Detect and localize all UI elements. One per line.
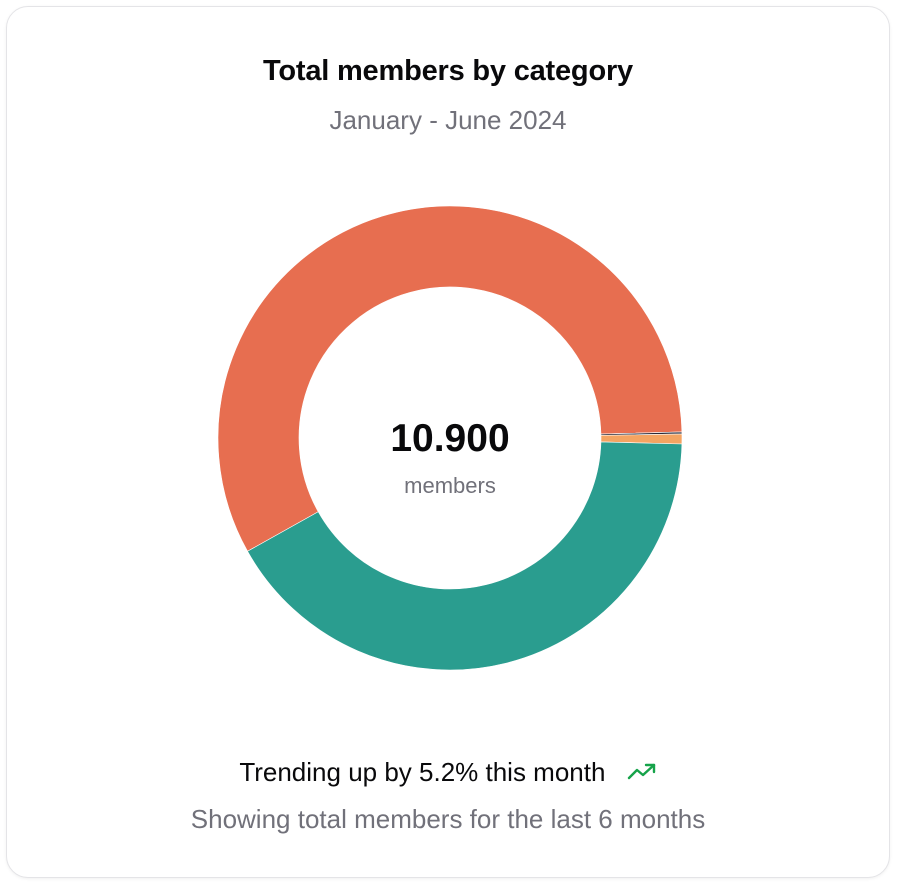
center-total-value: 10.900 (390, 417, 509, 460)
donut-slice-4[interactable] (247, 441, 683, 671)
donut-slice-1[interactable] (217, 205, 683, 552)
donut-slices (217, 205, 683, 671)
donut-chart: 10.900 members (217, 205, 683, 671)
center-total-label: members (404, 473, 496, 498)
chart-subtitle: January - June 2024 (329, 105, 567, 135)
trend-text: Trending up by 5.2% this month (239, 757, 606, 787)
chart-title: Total members by category (263, 55, 633, 87)
trending-up-icon (627, 757, 657, 788)
chart-description: Showing total members for the last 6 mon… (190, 804, 706, 834)
chart-card: Total members by category January - June… (6, 6, 890, 878)
trend-line: Trending up by 5.2% this month (7, 757, 889, 788)
